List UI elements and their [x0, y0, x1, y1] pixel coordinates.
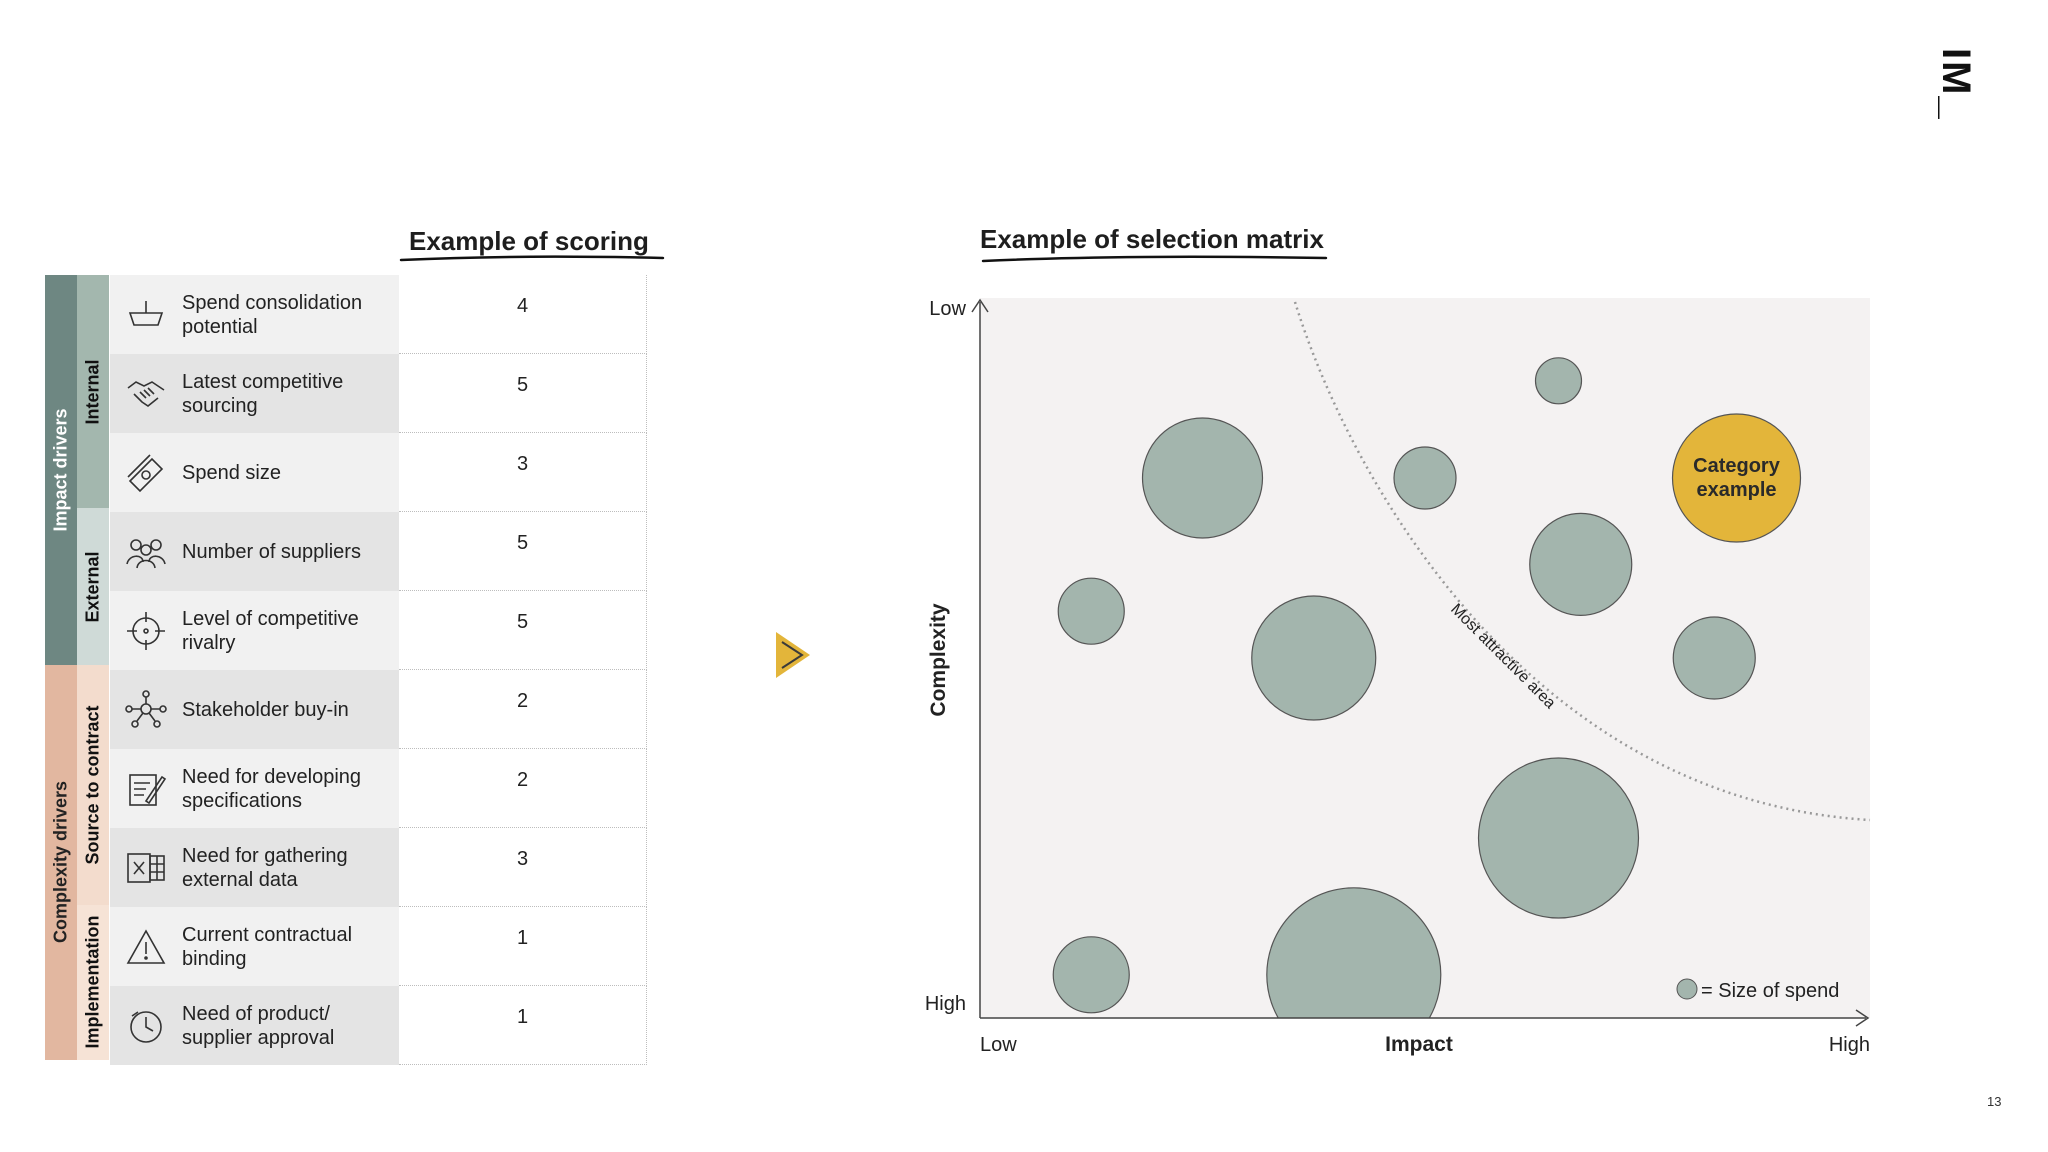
bubble — [1477, 757, 1640, 919]
target-icon — [110, 591, 182, 670]
table-row: Spend size 3 — [110, 433, 647, 512]
subgroup-label-source-to-contract: Source to contract — [82, 705, 103, 865]
legend-bubble-icon — [1676, 978, 1698, 1000]
x-axis-title: Impact — [1385, 1033, 1453, 1056]
criterion-label: Spend consolidation potential — [182, 291, 363, 338]
criterion-label: Stakeholder buy-in — [182, 698, 349, 721]
criterion-label: Latest competitive sourcing — [182, 370, 344, 417]
group-label-impact: Impact drivers — [50, 408, 71, 532]
y-axis-arrowhead — [971, 298, 989, 313]
score-value: 3 — [399, 828, 647, 907]
score-value: 1 — [399, 986, 647, 1065]
score-value: 1 — [399, 907, 647, 986]
score-value: 3 — [399, 433, 647, 512]
page-number: 13 — [1987, 1094, 2002, 1109]
scoring-title-underline — [399, 255, 665, 262]
bubble — [1057, 577, 1125, 645]
table-row: Need for gathering external data 3 — [110, 828, 647, 907]
group-bar-complexity — [45, 665, 77, 1060]
criterion-label: Number of suppliers — [182, 540, 361, 563]
criterion-label: Need for developing specifications — [182, 765, 362, 812]
subgroup-label-internal: Internal — [82, 359, 103, 425]
score-value: 5 — [399, 354, 647, 433]
table-row: Need of product/ supplier approval 1 — [110, 986, 647, 1065]
legend-label: = Size of spend — [1701, 980, 1839, 1002]
criterion-label: Level of competitive rivalry — [182, 607, 359, 654]
x-high-label: High — [1829, 1034, 1870, 1056]
bubble — [1534, 357, 1583, 405]
bubble — [1529, 512, 1633, 616]
network-icon — [110, 670, 182, 749]
table-row: Need for developing specifications 2 — [110, 749, 647, 828]
handshake-icon — [110, 354, 182, 433]
basket-icon — [110, 275, 182, 354]
score-value: 5 — [399, 512, 647, 591]
score-value: 4 — [399, 275, 647, 354]
score-value: 2 — [399, 670, 647, 749]
scoring-title: Example of scoring — [409, 226, 649, 256]
money-icon — [110, 433, 182, 512]
attractive-area-curve — [1293, 301, 1871, 822]
score-value: 5 — [399, 591, 647, 670]
criterion-label: Need of product/ supplier approval — [182, 1002, 335, 1049]
group-bar-impact — [45, 275, 77, 665]
x-axis-arrowhead — [1855, 1009, 1870, 1027]
subgroup-bar-implementation — [77, 905, 109, 1060]
table-row: Spend consolidation potential 4 — [110, 275, 647, 354]
x-low-label: Low — [980, 1034, 1017, 1056]
spreadsheet-icon — [110, 828, 182, 907]
bubble — [1672, 616, 1756, 700]
criterion-label: Need for gathering external data — [182, 844, 348, 891]
bubble-label: example — [1696, 479, 1776, 501]
matrix-title-underline — [981, 255, 1328, 263]
bubble — [1393, 446, 1457, 510]
y-top-label: Low — [929, 298, 966, 320]
warning-icon — [110, 907, 182, 986]
score-value: 2 — [399, 749, 647, 828]
table-row: Number of suppliers 5 — [110, 512, 647, 591]
table-row: Stakeholder buy-in 2 — [110, 670, 647, 749]
criterion-label: Current contractual binding — [182, 923, 353, 970]
play-arrow-icon — [776, 632, 810, 678]
subgroup-label-external: External — [82, 551, 103, 623]
y-bottom-label: High — [925, 993, 966, 1015]
matrix-title: Example of selection matrix — [980, 224, 1324, 254]
subgroup-label-implementation: Implementation — [82, 915, 103, 1049]
brand-logo: IM_ — [1934, 48, 1978, 121]
bubble — [1251, 595, 1377, 721]
bubble-label: Category — [1693, 455, 1781, 477]
subgroup-bar-internal — [77, 275, 109, 508]
subgroup-bar-source-to-contract — [77, 665, 109, 905]
document-edit-icon — [110, 749, 182, 828]
people-icon — [110, 512, 182, 591]
table-row: Current contractual binding 1 — [110, 907, 647, 986]
bubble — [1266, 887, 1442, 1018]
table-row: Latest competitive sourcing 5 — [110, 354, 647, 433]
y-axis-title: Complexity — [927, 603, 950, 717]
group-label-complexity: Complexity drivers — [50, 780, 71, 944]
subgroup-bar-external — [77, 508, 109, 665]
scoring-table: Spend consolidation potential 4 Latest c… — [110, 275, 647, 1065]
bubble — [1052, 936, 1130, 1014]
criterion-label: Spend size — [182, 461, 281, 484]
bubble — [1141, 417, 1264, 539]
table-row: Level of competitive rivalry 5 — [110, 591, 647, 670]
bubble-highlight — [1671, 413, 1802, 543]
clock-icon — [110, 986, 182, 1065]
